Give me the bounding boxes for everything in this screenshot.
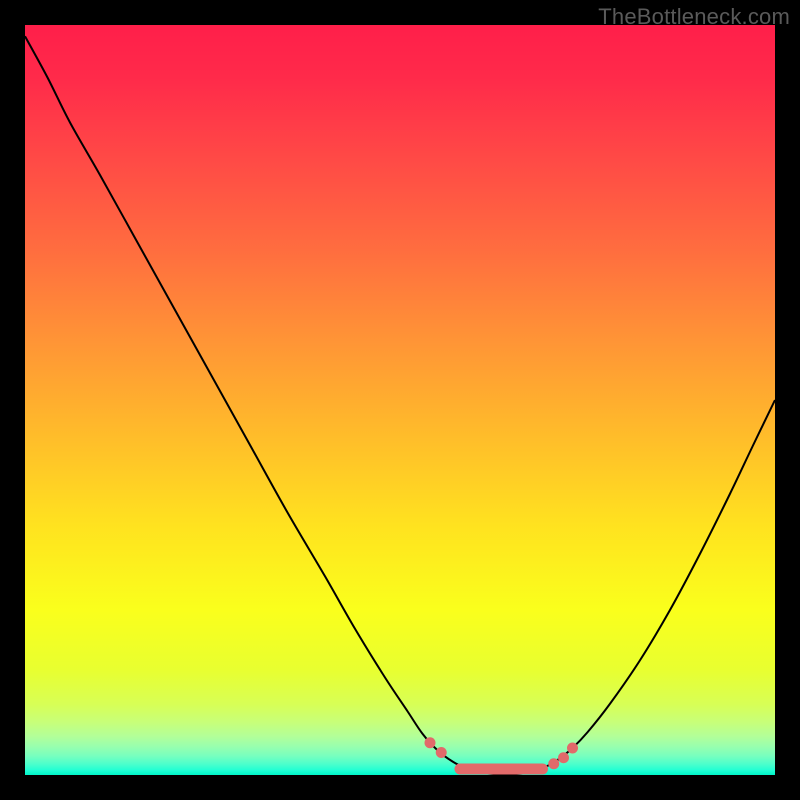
gradient-background <box>25 25 775 775</box>
plot-area <box>25 25 775 775</box>
highlight-dot <box>436 747 447 758</box>
chart-container: TheBottleneck.com <box>0 0 800 800</box>
highlight-dot <box>558 752 569 763</box>
highlight-dot <box>425 737 436 748</box>
highlight-dot <box>567 743 578 754</box>
bottleneck-curve-chart <box>25 25 775 775</box>
highlight-dot <box>548 758 559 769</box>
